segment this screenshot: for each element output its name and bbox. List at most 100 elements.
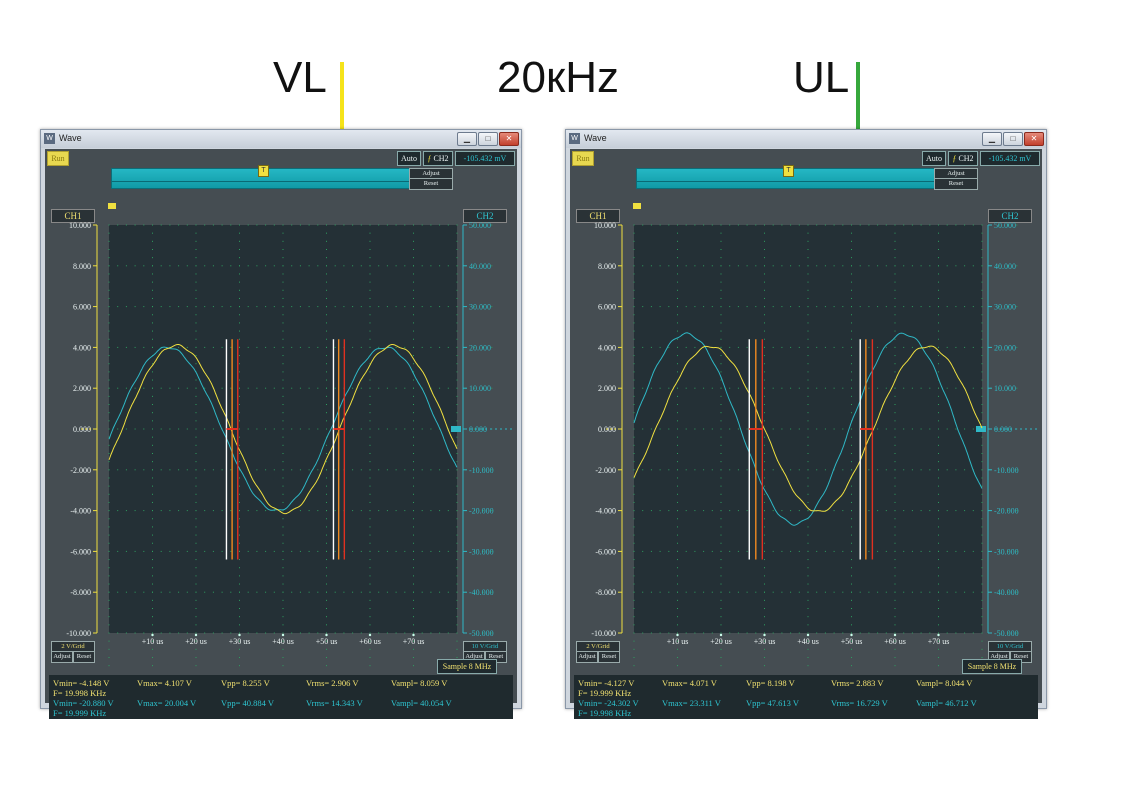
trigger-position-bar[interactable]: T (636, 165, 935, 189)
time-tick (937, 633, 940, 637)
ch1-adjust-button[interactable]: Adjust (51, 651, 73, 663)
ch1-vampl: Vampl= 8.059 V (391, 678, 448, 688)
ch1-frequency: F= 19.999 KHz (578, 688, 632, 698)
ch2-vampl: Vampl= 40.054 V (391, 698, 452, 708)
ch1-adjust-button[interactable]: Adjust (576, 651, 598, 663)
ch1-tick-label: 8.000 (73, 262, 91, 271)
close-button[interactable]: ✕ (499, 132, 519, 146)
ch1-tick-label: -8.000 (595, 588, 616, 597)
ch2-scale[interactable]: 10 V/Grid (988, 641, 1032, 653)
ch1-tick-label: 6.000 (73, 303, 91, 312)
minimize-button[interactable]: ▁ (982, 132, 1002, 146)
sample-rate: Sample 8 MHz (962, 659, 1022, 674)
trigger-channel-label: CH2 (958, 154, 974, 163)
ch1-waveform (633, 345, 983, 512)
trigger-position-marker[interactable]: T (783, 165, 794, 177)
trigger-time-marker[interactable] (108, 203, 116, 209)
close-button[interactable]: ✕ (1024, 132, 1044, 146)
ch1-frequency: F= 19.998 KHz (53, 688, 107, 698)
trigger-channel-button[interactable]: ƒ CH2 (948, 151, 978, 166)
ch1-tick-label: -2.000 (70, 466, 91, 475)
time-tick-label: +10 us (142, 637, 164, 646)
trigger-position-bar[interactable]: T (111, 165, 410, 189)
ch1-label: CH1 (576, 209, 620, 223)
ch1-reset-button[interactable]: Reset (598, 651, 620, 663)
trigger-reset-button[interactable]: Reset (409, 178, 453, 190)
ch1-vmin: Vmin= -4.148 V (53, 678, 110, 688)
time-tick-label: +70 us (403, 637, 425, 646)
ch2-vmax: Vmax= 23.311 V (662, 698, 721, 708)
ch2-offset-marker[interactable] (976, 426, 986, 432)
auto-button[interactable]: Auto (922, 151, 946, 166)
ch1-tick-label: -8.000 (70, 588, 91, 597)
ul-label: UL (793, 53, 850, 102)
ch2-tick-label: 20.000 (994, 343, 1016, 352)
time-tick (893, 633, 897, 637)
ch1-tick-label: 8.000 (598, 262, 616, 271)
run-button[interactable]: Run (572, 151, 594, 166)
vl-label: VL (273, 53, 327, 102)
trigger-reset-button[interactable]: Reset (934, 178, 978, 190)
rising-edge-icon: ƒ (427, 154, 432, 163)
window-titlebar[interactable]: W Wave ▁ □ ✕ (566, 130, 1046, 148)
app-icon: W (569, 133, 580, 144)
measurement-readout: Vmin= -4.127 V F= 19.999 KHz Vmax= 4.071… (574, 675, 1038, 719)
time-tick (238, 633, 241, 637)
ch2-frequency: F= 19.999 KHz (53, 708, 107, 718)
trigger-bar-line (637, 181, 934, 182)
ch2-tick-label: 10.000 (469, 384, 491, 393)
ch2-offset-marker[interactable] (451, 426, 461, 432)
time-tick (368, 633, 372, 637)
trigger-level-readout: -105.432 mV (455, 151, 515, 166)
ch2-tick-label: -50.000 (994, 629, 1019, 638)
trigger-position-marker[interactable]: T (258, 165, 269, 177)
trigger-channel-button[interactable]: ƒ CH2 (423, 151, 453, 166)
minimize-button[interactable]: ▁ (457, 132, 477, 146)
ch1-tick-label: -10.000 (591, 629, 616, 638)
auto-button[interactable]: Auto (397, 151, 421, 166)
scope-plot: 10.000 8.000 6.000 4.000 2.000 0.000 -2.000 -4.… (66, 203, 515, 667)
ch2-tick-label: -50.000 (469, 629, 494, 638)
time-tick (763, 633, 766, 637)
time-tick-label: +60 us (884, 637, 906, 646)
ul-marker-bar (856, 62, 860, 148)
ch2-tick-label: -40.000 (994, 588, 1019, 597)
ch1-tick-label: -4.000 (595, 507, 616, 516)
time-tick-label: +20 us (710, 637, 732, 646)
ch2-tick-label: 30.000 (469, 303, 491, 312)
time-tick-label: +30 us (229, 637, 251, 646)
time-tick (676, 633, 679, 637)
ch1-vrms: Vrms= 2.883 V (831, 678, 884, 688)
ch2-tick-label: 10.000 (994, 384, 1016, 393)
time-tick-label: +20 us (185, 637, 207, 646)
time-tick-label: +40 us (272, 637, 294, 646)
time-tick-label: +50 us (316, 637, 338, 646)
time-tick-label: +50 us (841, 637, 863, 646)
wave-window-ul: W Wave ▁ □ ✕ Run T Auto ƒ CH2 -105.432 m… (565, 129, 1047, 719)
ch2-tick-label: -30.000 (469, 547, 494, 556)
trigger-time-marker[interactable] (633, 203, 641, 209)
ch1-vpp: Vpp= 8.255 V (221, 678, 270, 688)
maximize-button[interactable]: □ (1003, 132, 1023, 146)
ch2-vpp: Vpp= 40.884 V (221, 698, 275, 708)
ch2-label: CH2 (463, 209, 507, 223)
scope-plot: 10.000 8.000 6.000 4.000 2.000 0.000 -2.000 -4.… (591, 203, 1040, 667)
run-button[interactable]: Run (47, 151, 69, 166)
ch1-label: CH1 (51, 209, 95, 223)
ch1-reset-button[interactable]: Reset (73, 651, 95, 663)
app-icon: W (44, 133, 55, 144)
time-tick (412, 633, 415, 637)
ch1-tick-label: -10.000 (66, 629, 91, 638)
window-titlebar[interactable]: W Wave ▁ □ ✕ (41, 130, 521, 148)
time-tick-label: +70 us (928, 637, 950, 646)
time-tick (806, 633, 810, 637)
maximize-button[interactable]: □ (478, 132, 498, 146)
time-tick-label: +30 us (754, 637, 776, 646)
ch1-vmax: Vmax= 4.071 V (662, 678, 717, 688)
ch2-vmax: Vmax= 20.004 V (137, 698, 197, 708)
ch1-tick-label: 4.000 (598, 343, 616, 352)
vl-marker-bar (340, 62, 344, 148)
ch2-tick-label: -20.000 (994, 507, 1019, 516)
time-tick (325, 633, 328, 637)
ch1-tick-label: 2.000 (598, 384, 616, 393)
